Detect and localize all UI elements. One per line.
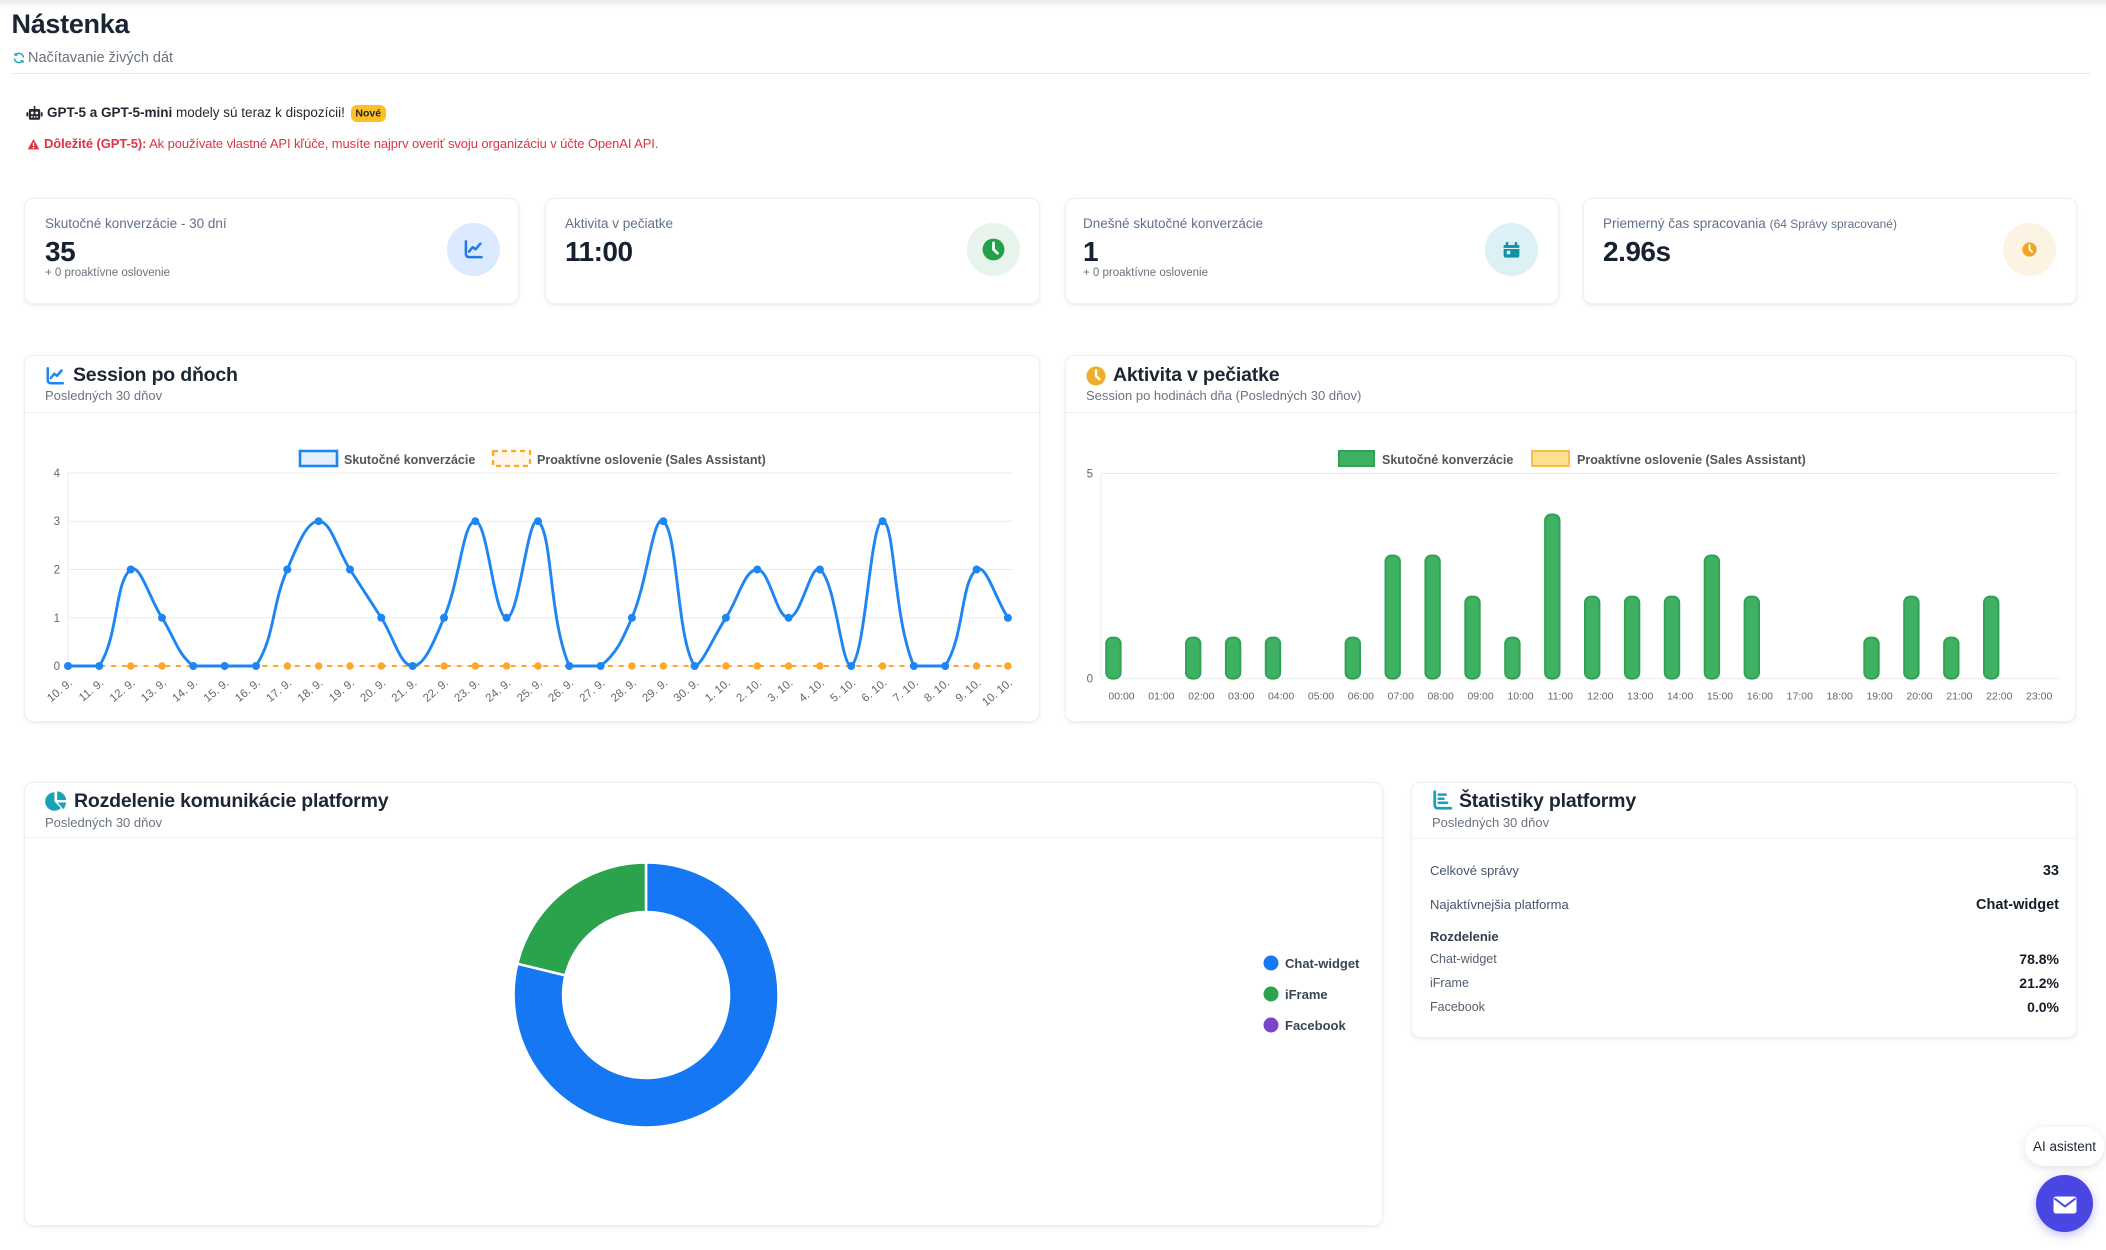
- svg-text:21:00: 21:00: [1946, 691, 1972, 703]
- svg-text:Proaktívne oslovenie (Sales As: Proaktívne oslovenie (Sales Assistant): [537, 453, 766, 467]
- svg-text:09:00: 09:00: [1467, 691, 1493, 703]
- svg-text:12:00: 12:00: [1587, 691, 1613, 703]
- svg-text:00:00: 00:00: [1108, 691, 1134, 703]
- svg-text:5: 5: [1087, 469, 1093, 481]
- svg-text:2: 2: [54, 565, 60, 577]
- svg-text:05:00: 05:00: [1308, 691, 1334, 703]
- svg-text:08:00: 08:00: [1428, 691, 1454, 703]
- svg-text:07:00: 07:00: [1388, 691, 1414, 703]
- svg-text:0: 0: [54, 661, 60, 673]
- svg-text:11:00: 11:00: [1548, 691, 1574, 703]
- svg-text:Skutočné konverzácie: Skutočné konverzácie: [1382, 453, 1513, 467]
- svg-text:4: 4: [54, 468, 61, 480]
- svg-text:18:00: 18:00: [1827, 691, 1853, 703]
- svg-text:20:00: 20:00: [1906, 691, 1932, 703]
- svg-text:01:00: 01:00: [1148, 691, 1174, 703]
- svg-text:Skutočné konverzácie: Skutočné konverzácie: [344, 453, 475, 467]
- svg-text:Facebook: Facebook: [1285, 1018, 1346, 1033]
- svg-text:10:00: 10:00: [1507, 691, 1533, 703]
- svg-text:Proaktívne oslovenie (Sales As: Proaktívne oslovenie (Sales Assistant): [1577, 453, 1806, 467]
- svg-text:1: 1: [54, 613, 60, 625]
- svg-text:22:00: 22:00: [1986, 691, 2012, 703]
- svg-text:23:00: 23:00: [2026, 691, 2052, 703]
- svg-text:17:00: 17:00: [1787, 691, 1813, 703]
- svg-text:13:00: 13:00: [1627, 691, 1653, 703]
- svg-text:19:00: 19:00: [1866, 691, 1892, 703]
- svg-text:04:00: 04:00: [1268, 691, 1294, 703]
- svg-text:3: 3: [54, 516, 60, 528]
- svg-text:0: 0: [1087, 674, 1093, 686]
- svg-text:06:00: 06:00: [1348, 691, 1374, 703]
- svg-text:Chat-widget: Chat-widget: [1285, 956, 1360, 971]
- svg-text:14:00: 14:00: [1667, 691, 1693, 703]
- svg-text:02:00: 02:00: [1188, 691, 1214, 703]
- svg-text:03:00: 03:00: [1228, 691, 1254, 703]
- svg-text:16:00: 16:00: [1747, 691, 1773, 703]
- svg-text:15:00: 15:00: [1707, 691, 1733, 703]
- svg-text:iFrame: iFrame: [1285, 987, 1328, 1002]
